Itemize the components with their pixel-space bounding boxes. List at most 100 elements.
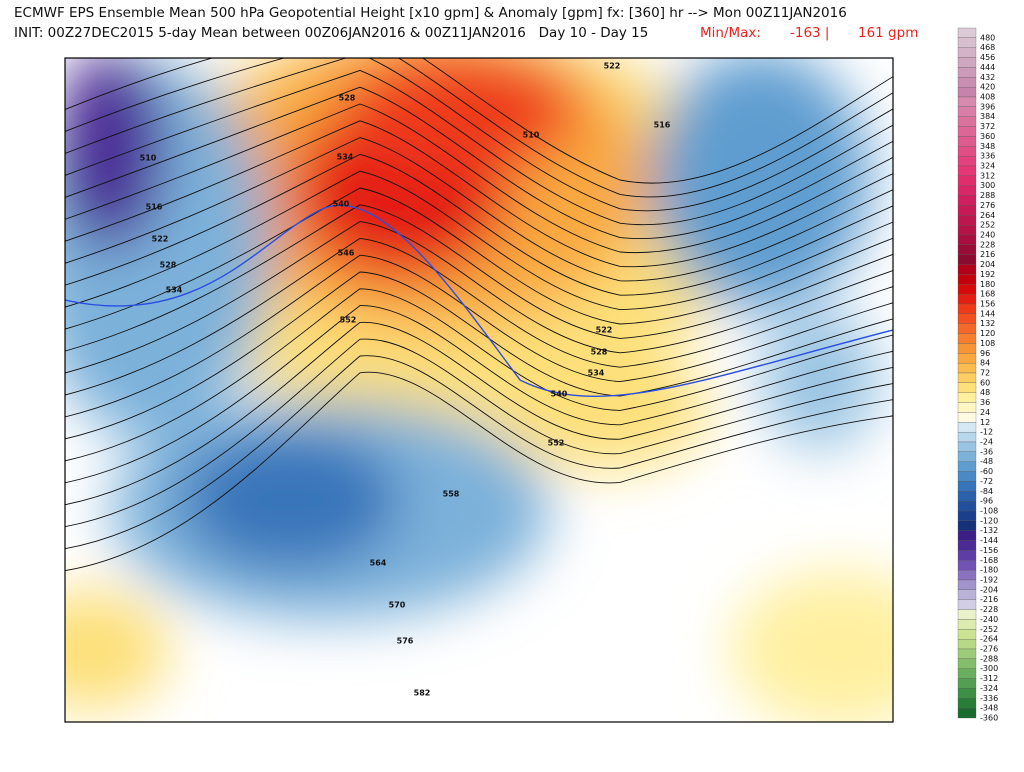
colorbar-cell [957, 402, 977, 413]
colorbar-cell [957, 589, 977, 600]
colorbar-cell [957, 244, 977, 255]
colorbar-cell [957, 195, 977, 206]
contour-label: 546 [338, 249, 355, 258]
colorbar-cell [957, 116, 977, 127]
contour-line [65, 305, 893, 484]
colorbar-label: -36 [980, 447, 993, 456]
contour-line [65, 187, 893, 330]
colorbar-cell [957, 481, 977, 492]
colorbar-label: -108 [980, 507, 998, 516]
colorbar-cell [957, 431, 977, 443]
colorbar-label: 348 [980, 142, 995, 151]
colorbar-cell [957, 471, 977, 482]
contour-label: 534 [588, 369, 605, 378]
colorbar-cell [957, 392, 977, 403]
contour-label: 528 [339, 94, 356, 103]
colorbar-cell [957, 569, 977, 581]
colorbar-label: 276 [980, 201, 995, 210]
colorbar-cell [957, 599, 977, 610]
contour-line [65, 120, 893, 268]
colorbar-cell [957, 303, 977, 315]
colorbar-label: -84 [980, 487, 993, 496]
colorbar-cell [957, 520, 977, 531]
colorbar-cell [957, 67, 977, 78]
contour-line [65, 271, 893, 440]
colorbar-label: 288 [980, 191, 995, 200]
colorbar-label: 84 [980, 359, 990, 368]
contour-label: 576 [397, 637, 414, 646]
contour-line [65, 237, 893, 396]
contour-label: 522 [152, 235, 169, 244]
colorbar-label: -300 [980, 664, 998, 673]
colorbar-cell [957, 313, 977, 324]
colorbar-cell [957, 550, 977, 561]
colorbar-cell [957, 540, 977, 551]
colorbar-label: -240 [980, 615, 998, 624]
colorbar-label: -288 [980, 654, 998, 663]
colorbar-cell [957, 372, 977, 384]
colorbar-label: 48 [980, 388, 990, 397]
contour-label: 528 [591, 348, 608, 357]
colorbar-label: 132 [980, 319, 995, 328]
contour-line [65, 254, 893, 418]
colorbar-cell [957, 77, 977, 88]
colorbar-label: -12 [980, 428, 993, 437]
contour-label: 510 [523, 131, 540, 140]
colorbar-cell [957, 274, 977, 285]
contour-line [65, 338, 893, 528]
colorbar-label: -180 [980, 566, 998, 575]
colorbar-cell [957, 293, 977, 305]
colorbar-label: 432 [980, 73, 995, 82]
colorbar-cell [957, 422, 977, 433]
colorbar-cell [957, 284, 977, 295]
contour-label: 564 [370, 559, 387, 568]
colorbar-label: 384 [980, 112, 995, 121]
colorbar-label: 480 [980, 33, 995, 42]
contour-label: 516 [654, 121, 671, 130]
contour-line [65, 58, 893, 198]
colorbar-cell [957, 57, 977, 68]
colorbar-label: -168 [980, 556, 998, 565]
colorbar-label: 216 [980, 250, 995, 259]
contour-line [65, 288, 893, 462]
colorbar-label: 408 [980, 93, 995, 102]
colorbar-cell [957, 638, 977, 650]
colorbar-cell [957, 678, 977, 689]
title: ECMWF EPS Ensemble Mean 500 hPa Geopoten… [14, 5, 847, 21]
colorbar-label: 336 [980, 152, 995, 161]
colorbar-label: 12 [980, 418, 990, 427]
colorbar-label: 192 [980, 270, 995, 279]
colorbar-cell [957, 500, 977, 512]
colorbar-cell [957, 510, 977, 522]
colorbar-label: 228 [980, 240, 995, 249]
colorbar-cell [957, 333, 977, 344]
colorbar-label: -228 [980, 605, 998, 614]
colorbar-label: 204 [980, 260, 995, 269]
contour-label: 522 [596, 326, 613, 335]
contour-line [65, 86, 893, 240]
colorbar-cell [957, 96, 977, 108]
colorbar-label: 312 [980, 171, 995, 180]
colorbar-label: 144 [980, 309, 995, 318]
contour-line [65, 137, 893, 282]
colorbar-label: 240 [980, 231, 995, 240]
colorbar-label: -132 [980, 526, 998, 535]
colorbar-label: 324 [980, 162, 995, 171]
colorbar-label: -324 [980, 684, 998, 693]
colorbar-label: 36 [980, 398, 990, 407]
colorbar-cell [957, 224, 977, 236]
colorbar-label: 120 [980, 329, 995, 338]
colorbar-label: 456 [980, 53, 995, 62]
contour-label: 558 [443, 490, 460, 499]
min-value: -163 | [790, 25, 829, 41]
colorbar-label: 360 [980, 132, 995, 141]
colorbar-label: 156 [980, 300, 995, 309]
contour-line [65, 153, 893, 296]
colorbar-cell [957, 205, 977, 216]
contour-line [65, 170, 893, 311]
colorbar-cell [957, 165, 977, 177]
colorbar-label: 264 [980, 211, 995, 220]
colorbar-cell [957, 353, 977, 364]
colorbar-label: -24 [980, 438, 993, 447]
contour-line [65, 58, 893, 184]
